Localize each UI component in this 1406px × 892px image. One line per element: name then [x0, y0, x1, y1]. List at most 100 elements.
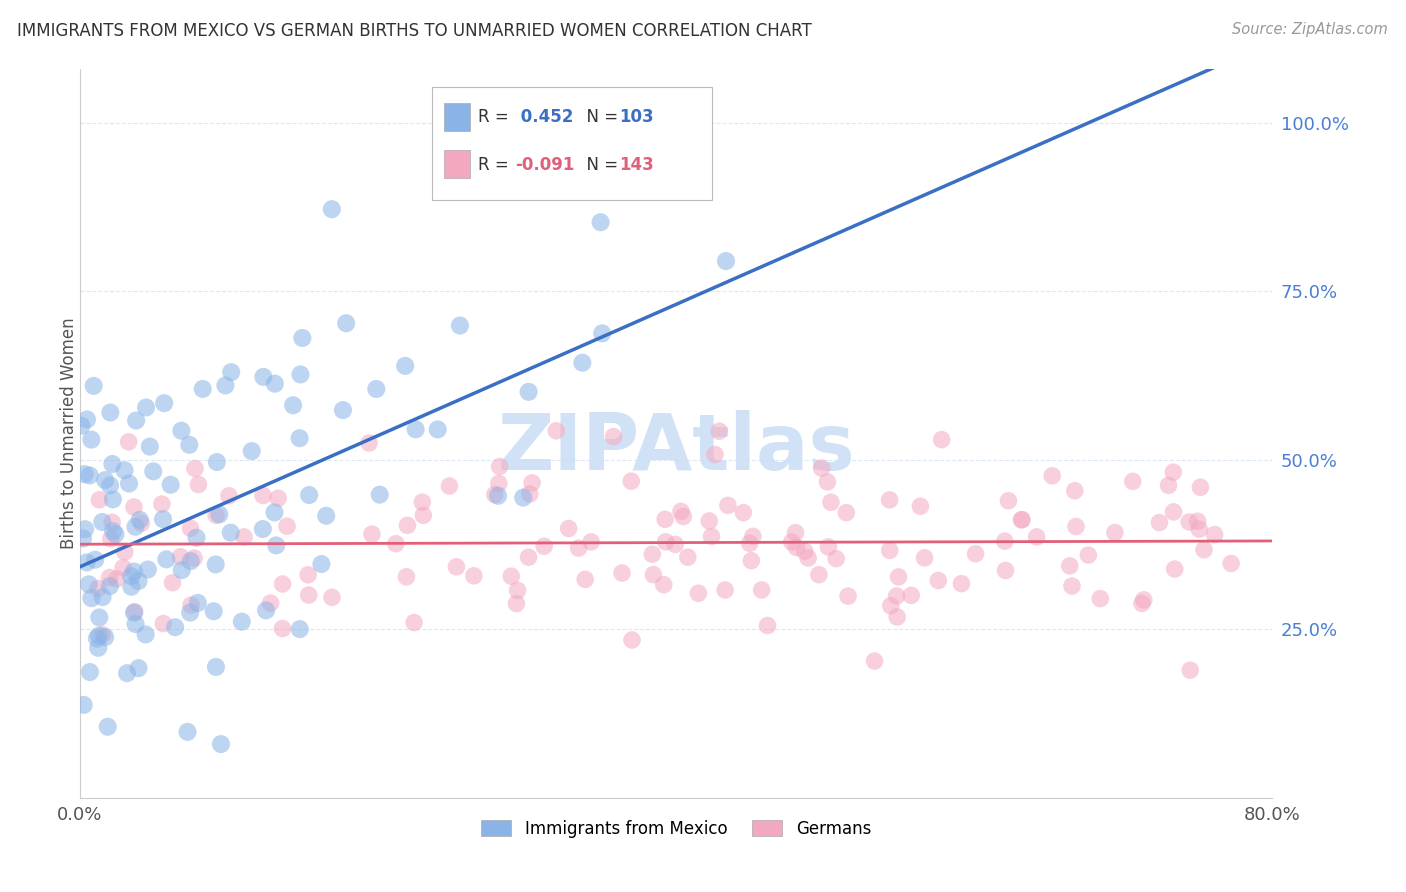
Point	[449, 318, 471, 333]
Point	[825, 551, 848, 566]
Point	[1180, 663, 1202, 677]
Point	[927, 574, 949, 588]
Point	[87, 640, 110, 655]
Point	[1077, 548, 1099, 562]
Point	[1122, 475, 1144, 489]
Point	[267, 491, 290, 506]
Point	[191, 382, 214, 396]
Point	[118, 476, 141, 491]
Point	[89, 492, 111, 507]
Point	[641, 547, 664, 561]
Point	[931, 433, 953, 447]
Point	[120, 569, 142, 583]
Point	[264, 538, 287, 552]
Point	[1188, 522, 1211, 536]
Point	[361, 527, 384, 541]
Point	[835, 506, 858, 520]
Point	[546, 424, 568, 438]
Point	[91, 628, 114, 642]
Point	[98, 579, 121, 593]
Point	[697, 514, 720, 528]
Point	[131, 516, 153, 531]
Point	[89, 610, 111, 624]
Point	[205, 660, 228, 674]
Point	[1192, 542, 1215, 557]
Point	[263, 376, 285, 391]
Point	[187, 596, 209, 610]
Point	[1133, 592, 1156, 607]
Point	[97, 720, 120, 734]
Point	[910, 500, 932, 514]
Text: ZIPAtlas: ZIPAtlas	[498, 410, 855, 486]
Point	[218, 489, 240, 503]
Point	[717, 499, 740, 513]
Point	[179, 521, 201, 535]
Point	[254, 603, 277, 617]
Point	[315, 508, 337, 523]
Point	[886, 610, 908, 624]
Point	[100, 532, 122, 546]
Point	[501, 569, 523, 583]
Point	[1149, 516, 1171, 530]
Point	[252, 370, 274, 384]
Point	[486, 489, 509, 503]
Point	[602, 429, 624, 443]
Point	[179, 438, 201, 452]
Point	[412, 508, 434, 523]
Point	[155, 552, 177, 566]
Point	[652, 577, 675, 591]
Text: IMMIGRANTS FROM MEXICO VS GERMAN BIRTHS TO UNMARRIED WOMEN CORRELATION CHART: IMMIGRANTS FROM MEXICO VS GERMAN BIRTHS …	[17, 22, 811, 40]
Point	[290, 368, 312, 382]
Point	[505, 597, 527, 611]
Point	[357, 436, 380, 450]
Point	[240, 444, 263, 458]
Point	[122, 565, 145, 579]
Point	[1060, 579, 1083, 593]
Point	[159, 477, 181, 491]
Point	[335, 316, 357, 330]
Point	[332, 403, 354, 417]
Point	[80, 433, 103, 447]
Point	[887, 570, 910, 584]
Point	[135, 401, 157, 415]
Point	[1204, 527, 1226, 541]
Point	[183, 551, 205, 566]
Point	[733, 506, 755, 520]
Point	[1163, 562, 1185, 576]
Point	[77, 577, 100, 591]
Point	[311, 557, 333, 571]
Text: N =: N =	[576, 156, 623, 174]
Point	[104, 527, 127, 541]
Point	[533, 539, 555, 553]
Point	[297, 567, 319, 582]
Point	[780, 535, 803, 549]
Point	[291, 331, 314, 345]
Point	[610, 566, 633, 580]
Point	[101, 492, 124, 507]
Point	[1063, 483, 1085, 498]
Point	[1059, 558, 1081, 573]
Point	[124, 605, 146, 619]
Point	[488, 459, 510, 474]
Point	[654, 534, 676, 549]
Point	[298, 488, 321, 502]
Point	[517, 384, 540, 399]
Point	[879, 543, 901, 558]
Point	[142, 464, 165, 478]
Point	[756, 618, 779, 632]
Point	[879, 492, 901, 507]
Point	[557, 521, 579, 535]
Point	[643, 567, 665, 582]
Point	[817, 540, 839, 554]
Point	[368, 488, 391, 502]
Point	[73, 467, 96, 482]
Point	[139, 440, 162, 454]
Point	[202, 604, 225, 618]
Point	[124, 520, 146, 534]
Point	[404, 615, 426, 630]
Y-axis label: Births to Unmarried Women: Births to Unmarried Women	[60, 318, 77, 549]
Point	[395, 570, 418, 584]
Point	[426, 422, 449, 436]
Point	[621, 632, 644, 647]
Text: 143: 143	[619, 156, 654, 174]
